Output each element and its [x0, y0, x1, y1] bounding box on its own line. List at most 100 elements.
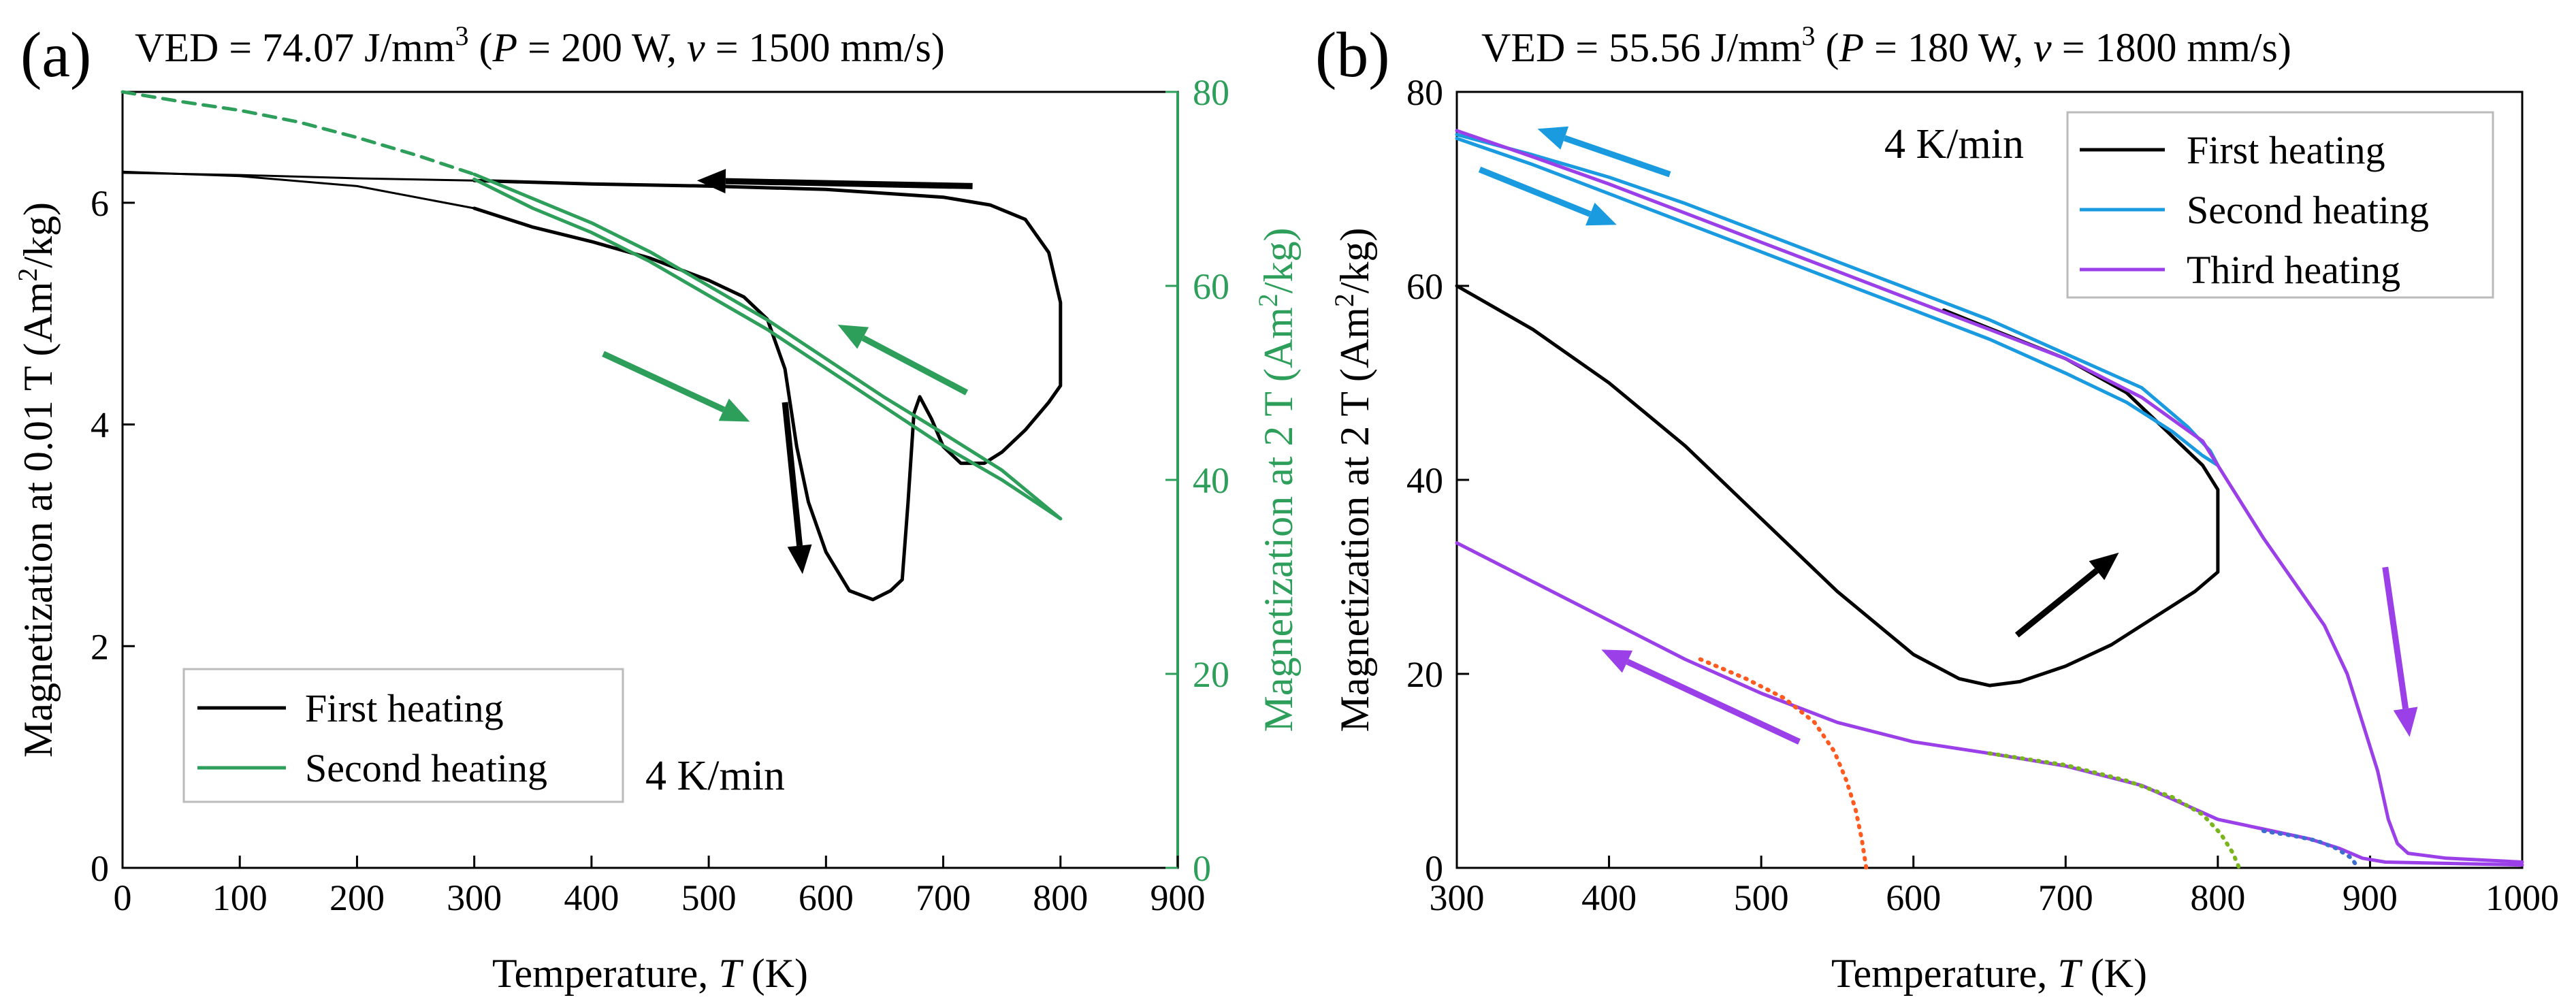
x-tick-label-b: 500: [1734, 877, 1789, 918]
x-tick-label-a: 900: [1150, 877, 1206, 918]
direction-arrow-b-1: [1537, 126, 1671, 178]
direction-arrow-b-4-head: [1601, 649, 1633, 673]
legend-box-a: [182, 668, 624, 803]
series-group-b: [1455, 129, 2524, 870]
y-left-ticks-a: 0 2 4 6: [91, 183, 135, 889]
direction-arrow-a-1-head: [696, 169, 726, 194]
direction-arrow-b-5-shaft: [2382, 566, 2409, 709]
direction-arrow-a-2: [782, 402, 812, 574]
series-line-a-second-heating: [472, 177, 1063, 521]
series-line-b-third-heating-cooling: [1455, 541, 2524, 867]
y-right-tick-label-a: 20: [1193, 654, 1229, 695]
direction-arrow-b-2: [1478, 166, 1617, 226]
arrows-group-b: [1478, 126, 2418, 745]
legend-label-second-heating-a: Second heating: [305, 746, 547, 790]
y-tick-label-b: 20: [1406, 654, 1443, 695]
direction-arrow-b-2-shaft: [1478, 166, 1592, 217]
y-axis-label-b: Magnetization at 2 T (Am2/kg): [1329, 228, 1377, 732]
x-tick-label-b: 300: [1430, 877, 1485, 918]
series-line-a-second-heating-cooling: [472, 172, 1063, 521]
direction-arrow-b-5: [2382, 566, 2418, 737]
x-tick-label-a: 500: [681, 877, 737, 918]
x-tick-label-a: 300: [447, 877, 502, 918]
direction-arrow-a-3-shaft: [602, 351, 726, 412]
direction-arrow-b-3: [2014, 552, 2119, 638]
direction-arrow-b-3-shaft: [2014, 568, 2099, 638]
legend-a: First heating Second heating: [182, 668, 624, 803]
direction-arrow-b-4-shaft: [1626, 659, 1801, 745]
x-tick-label-a: 400: [564, 877, 619, 918]
y-right-tick-label-a: 40: [1193, 460, 1229, 501]
x-tick-label-a: 600: [799, 877, 854, 918]
y-right-tick-label-a: 0: [1193, 848, 1211, 889]
panel-b-label: (b): [1315, 20, 1390, 91]
series-line-b-fit-3: [2261, 828, 2360, 870]
series-line-b-fit-2: [1987, 751, 2242, 870]
plot-area-a: 0 100 200 300 400 500 600 700 800 900 0 2 4 6 0 20 40 6…: [91, 72, 1229, 918]
y-right-axis-label-a: Magnetization at 2 T (Am2/kg): [1253, 228, 1301, 732]
x-tick-label-b: 800: [2190, 877, 2245, 918]
x-ticks-a: 0 100 200 300 400 500 600 700 800 900: [114, 856, 1206, 918]
x-axis-label-b: Temperature, T (K): [1831, 951, 2147, 996]
y-left-tick-label-a: 4: [91, 405, 109, 446]
legend-label-first-heating-b: First heating: [2187, 128, 2385, 172]
series-line-a-first-heating-low-t-heating: [121, 170, 476, 210]
direction-arrow-b-3-head: [2089, 552, 2119, 581]
direction-arrow-b-2-head: [1585, 202, 1617, 226]
x-tick-label-b: 1000: [2485, 877, 2559, 918]
arrows-group-a: [602, 169, 973, 574]
series-line-b-fit-1: [1698, 657, 1869, 870]
direction-arrow-b-1-head: [1537, 126, 1569, 150]
legend-label-first-heating-a: First heating: [305, 686, 504, 730]
y-right-tick-label-a: 60: [1193, 266, 1229, 307]
x-tick-label-a: 0: [114, 877, 132, 918]
series-line-b-third-heating: [1455, 129, 2524, 864]
series-line-a-first-heating: [472, 178, 1063, 602]
y-tick-label-b: 60: [1406, 266, 1443, 307]
x-tick-label-b: 400: [1581, 877, 1637, 918]
plot-area-b: 300 400 500 600 700 800 900 1000 0 20 40 60 80: [1406, 72, 2559, 918]
legend-label-third-heating-b: Third heating: [2187, 248, 2400, 292]
series-line-b-first-heating: [1455, 284, 2220, 687]
direction-arrow-a-2-shaft: [782, 402, 803, 547]
rate-label-b: 4 K/min: [1884, 121, 2024, 167]
direction-arrow-a-2-head: [787, 544, 812, 574]
direction-arrow-b-5-head: [2393, 707, 2418, 737]
y-right-tick-label-a: 80: [1193, 72, 1229, 113]
y-right-ticks-a: 0 20 40 60 80: [1165, 72, 1229, 889]
x-tick-label-a: 200: [329, 877, 385, 918]
x-tick-label-a: 100: [212, 877, 268, 918]
y-ticks-b: 0 20 40 60 80: [1406, 72, 1469, 889]
x-ticks-b: 300 400 500 600 700 800 900 1000: [1430, 856, 2559, 918]
x-tick-label-b: 900: [2342, 877, 2398, 918]
y-left-tick-label-a: 2: [91, 626, 109, 667]
legend-b: First heating Second heating Third heati…: [2066, 111, 2494, 299]
legend-label-second-heating-b: Second heating: [2187, 188, 2429, 232]
panel-a-label: (a): [20, 20, 91, 91]
direction-arrow-a-4-head: [837, 325, 869, 349]
direction-arrow-a-4-shaft: [861, 335, 969, 395]
rate-label-a: 4 K/min: [645, 753, 785, 799]
panel-b-title: VED = 55.56 J/mm3 (P = 180 W, v = 1800 m…: [1481, 20, 2291, 70]
direction-arrow-a-1: [696, 169, 973, 194]
x-axis-label-a: Temperature, T (K): [492, 951, 808, 996]
x-tick-label-b: 600: [1886, 877, 1941, 918]
y-tick-label-b: 0: [1425, 848, 1443, 889]
y-left-tick-label-a: 0: [91, 848, 109, 889]
direction-arrow-a-1-shaft: [725, 178, 973, 189]
panel-a-title: VED = 74.07 J/mm3 (P = 200 W, v = 1500 m…: [135, 20, 945, 70]
x-tick-label-a: 700: [916, 877, 971, 918]
panel-a: (a) VED = 74.07 J/mm3 (P = 200 W, v = 15…: [12, 20, 1301, 996]
x-tick-label-b: 700: [2038, 877, 2093, 918]
series-line-a-second-heating-extrapolation: [120, 90, 477, 176]
y-tick-label-b: 40: [1406, 460, 1443, 501]
legend-box-b: [2066, 111, 2494, 299]
direction-arrow-a-3-head: [718, 398, 750, 422]
direction-arrow-b-1-shaft: [1563, 135, 1671, 178]
panel-b: (b) VED = 55.56 J/mm3 (P = 180 W, v = 18…: [1315, 20, 2559, 996]
y-left-tick-label-a: 6: [91, 183, 109, 224]
x-tick-label-a: 800: [1033, 877, 1088, 918]
y-tick-label-b: 80: [1406, 72, 1443, 113]
direction-arrow-a-4: [837, 325, 969, 395]
